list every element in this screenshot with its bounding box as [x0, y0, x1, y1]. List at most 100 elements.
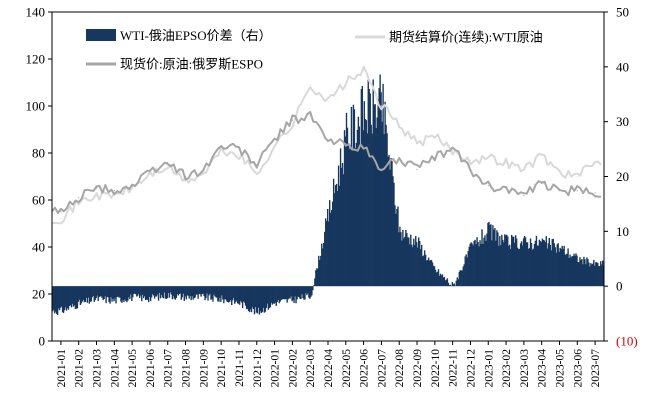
bar-mark — [201, 286, 203, 295]
bar-mark — [136, 286, 138, 297]
bar-mark — [126, 286, 128, 303]
x-tick-label: 2022-01 — [270, 349, 282, 388]
bar-mark — [337, 165, 340, 287]
bar-mark — [65, 286, 68, 311]
y-right-tick-label: 30 — [616, 114, 629, 129]
bar-mark — [531, 249, 534, 287]
bar-mark — [212, 286, 214, 302]
bar-mark — [106, 286, 108, 298]
bar-mark — [434, 269, 437, 287]
line-point — [398, 157, 400, 159]
bar-mark — [418, 237, 420, 287]
bar-mark — [424, 254, 427, 287]
bar-mark — [585, 264, 587, 287]
bar-mark — [75, 286, 78, 309]
bar-mark — [565, 254, 567, 287]
bar-mark — [478, 246, 480, 287]
line-point — [363, 70, 365, 72]
bar-mark — [93, 286, 95, 302]
bar-mark — [573, 253, 575, 287]
bar-mark — [361, 86, 364, 287]
bar-mark — [414, 244, 416, 287]
bar-mark — [150, 286, 153, 298]
bar-mark — [580, 260, 582, 287]
bar-mark — [265, 286, 268, 308]
bar-mark — [432, 265, 435, 287]
bar-mark — [120, 286, 122, 302]
bar-mark — [219, 286, 221, 298]
bar-mark — [304, 286, 306, 300]
y-right-tick-label: 10 — [616, 224, 629, 239]
bar-mark — [546, 248, 549, 287]
bar-mark — [521, 245, 524, 287]
bar-mark — [509, 244, 511, 287]
bar-mark — [380, 92, 382, 287]
bar-mark — [403, 238, 405, 287]
line-point — [576, 175, 578, 178]
bar-mark — [143, 286, 145, 299]
bar-mark — [52, 286, 54, 312]
bar-mark — [54, 286, 57, 312]
bar-mark — [420, 244, 423, 287]
bar-mark — [204, 286, 206, 301]
bar-mark — [281, 286, 283, 300]
x-tick-label: 2023-02 — [501, 349, 513, 388]
bar-mark — [592, 263, 594, 287]
bar-mark — [442, 277, 445, 287]
bar-mark — [425, 260, 428, 287]
legend-label: 期货结算价(连续):WTI原油 — [389, 30, 543, 45]
bar-mark — [286, 286, 288, 303]
bar-mark — [547, 243, 549, 287]
bar-mark — [197, 286, 199, 299]
bar-mark — [350, 106, 353, 287]
x-tick-label: 2022-11 — [448, 349, 460, 387]
bar-mark — [334, 185, 337, 287]
x-tick-label: 2021-03 — [92, 349, 104, 388]
bar-mark — [437, 269, 440, 287]
bar-mark — [238, 286, 241, 305]
bar-mark — [288, 286, 290, 299]
bar-mark — [491, 240, 493, 287]
bar-mark — [274, 286, 276, 303]
bar-mark — [59, 286, 62, 308]
bar-mark — [366, 133, 368, 287]
bar-mark — [487, 222, 489, 287]
x-tick-label: 2021-04 — [109, 349, 121, 388]
bar-mark — [584, 259, 586, 287]
line-point — [60, 211, 62, 213]
bar-mark — [401, 240, 403, 287]
bar-mark — [464, 256, 466, 287]
bar-mark — [523, 236, 526, 287]
y-right-tick-label: 40 — [616, 59, 629, 74]
bar-mark — [504, 234, 506, 287]
bar-mark — [268, 286, 271, 309]
bar-mark — [374, 104, 376, 287]
bar-mark — [64, 286, 67, 308]
legend-swatch — [86, 29, 116, 41]
bar-mark — [480, 243, 482, 287]
line-point — [487, 157, 489, 159]
x-tick-label: 2022-03 — [305, 349, 317, 388]
bar-mark — [202, 286, 204, 294]
bar-mark — [275, 286, 277, 306]
bar-mark — [58, 286, 61, 311]
bar-mark — [449, 284, 452, 287]
bar-mark — [279, 286, 281, 302]
bar-mark — [510, 249, 512, 287]
bar-mark — [532, 248, 535, 287]
bar-mark — [382, 83, 384, 287]
bar-mark — [593, 259, 595, 287]
bar-mark — [489, 225, 491, 287]
bar-mark — [231, 286, 233, 306]
bar-mark — [289, 286, 291, 299]
bar-mark — [83, 286, 86, 303]
bar-mark — [292, 286, 294, 300]
line-point — [576, 190, 578, 192]
line-point — [238, 147, 240, 149]
bar-mark — [141, 286, 143, 302]
bar-mark — [225, 286, 227, 300]
bar-mark — [153, 286, 156, 299]
bar-mark — [355, 142, 358, 287]
bar-mark — [278, 286, 280, 304]
bar-mark — [173, 286, 176, 299]
